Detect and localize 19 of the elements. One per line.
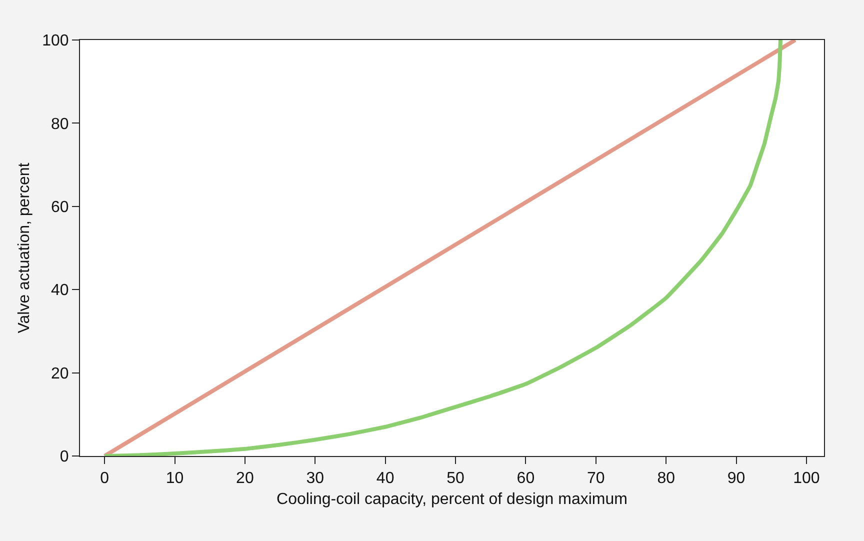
y-axis-title: Valve actuation, percent bbox=[16, 162, 33, 334]
y-tick-label: 40 bbox=[51, 282, 69, 300]
x-tick-label: 90 bbox=[727, 470, 746, 488]
x-tick-label: 10 bbox=[166, 470, 184, 488]
y-tick-label: 60 bbox=[51, 199, 69, 216]
y-tick-label: 100 bbox=[42, 32, 69, 50]
x-tick-label: 30 bbox=[306, 470, 324, 488]
y-tick-label: 20 bbox=[51, 365, 69, 382]
x-tick-label: 60 bbox=[516, 470, 535, 488]
x-tick-label: 70 bbox=[586, 470, 605, 488]
x-tick-label: 100 bbox=[793, 470, 820, 488]
x-tick-label: 20 bbox=[236, 470, 254, 488]
x-tick-label: 40 bbox=[376, 470, 394, 488]
y-tick-label: 0 bbox=[60, 448, 69, 466]
y-tick-label: 80 bbox=[51, 116, 69, 133]
x-tick-label: 80 bbox=[657, 470, 676, 488]
x-axis-title: Cooling-coil capacity, percent of design maximum bbox=[276, 490, 628, 508]
x-tick-label: 0 bbox=[100, 470, 110, 488]
x-tick-label: 50 bbox=[446, 470, 465, 488]
